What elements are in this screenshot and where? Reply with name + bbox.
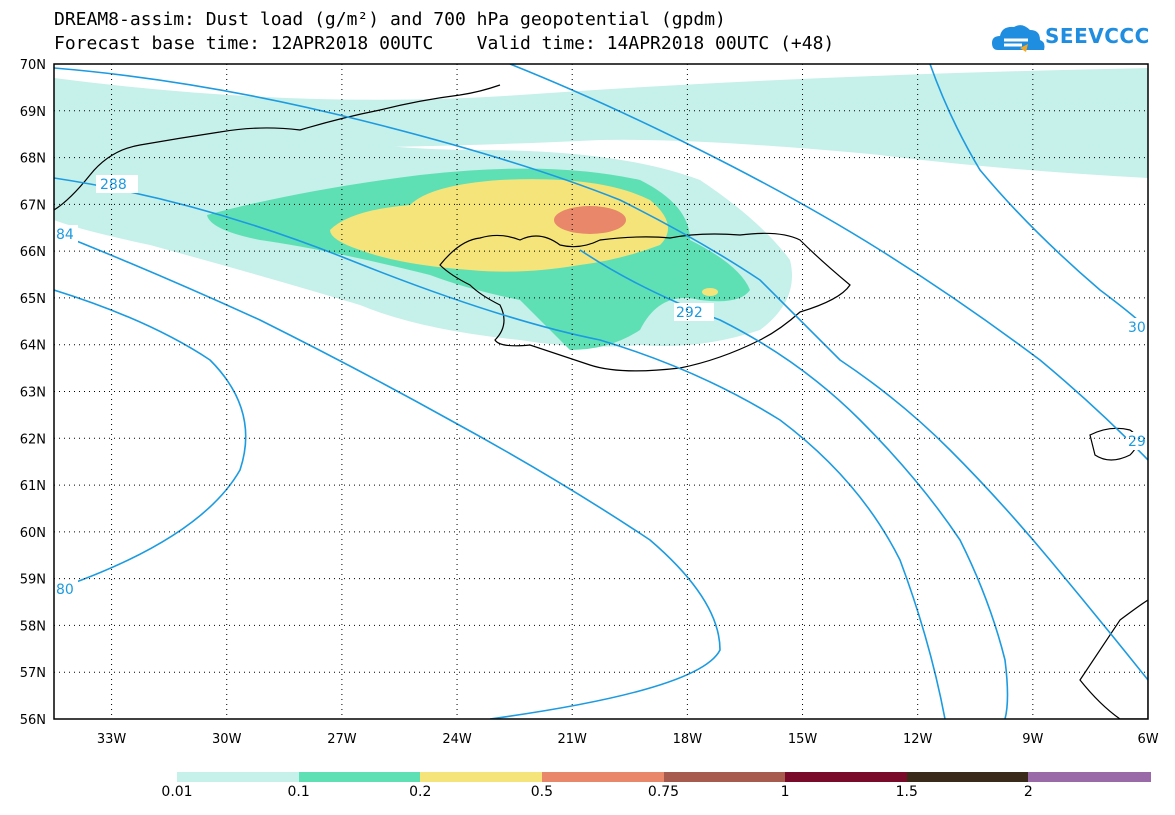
lon-tick-label: 30W [212, 732, 242, 747]
contour-label-84: 84 [56, 227, 74, 243]
lat-tick-label: 59N [20, 573, 46, 588]
contour-label-288: 288 [100, 177, 127, 193]
lat-tick-label: 56N [20, 713, 46, 728]
lat-tick-label: 63N [20, 386, 46, 401]
contour-280 [54, 290, 246, 590]
lat-tick-label: 69N [20, 105, 46, 120]
lon-tick-label: 9W [1022, 732, 1043, 747]
lon-tick-label: 15W [788, 732, 818, 747]
colorbar-label: 0.01 [161, 784, 192, 800]
lat-tick-label: 61N [20, 479, 46, 494]
lat-tick-label: 66N [20, 245, 46, 260]
lon-tick-label: 21W [558, 732, 588, 747]
colorbar-label: 0.75 [648, 784, 679, 800]
lat-tick-label: 57N [20, 666, 46, 681]
lat-tick-label: 65N [20, 292, 46, 307]
colorbar-segment [1028, 772, 1150, 782]
lon-tick-label: 24W [442, 732, 472, 747]
lon-ticks: 33W 30W 27W 24W 21W 18W 15W 12W 9W 6W [97, 732, 1159, 747]
lon-tick-label: 18W [673, 732, 703, 747]
colorbar-segment [177, 772, 299, 782]
colorbar-segment [299, 772, 421, 782]
colorbar-segment [664, 772, 786, 782]
lat-ticks: 70N 69N 68N 67N 66N 65N 64N 63N 62N 61N 60N 59N 58N 5… [20, 58, 46, 728]
colorbar-label: 0.1 [287, 784, 309, 800]
lat-tick-label: 64N [20, 339, 46, 354]
colorbar-segment [785, 772, 907, 782]
lon-tick-label: 33W [97, 732, 127, 747]
colorbar-label: 1.5 [896, 784, 918, 800]
plot-area: 288 84 292 80 30 29 [54, 64, 1148, 719]
lat-tick-label: 58N [20, 619, 46, 634]
contour-label-29: 29 [1128, 434, 1146, 450]
contour-label-30: 30 [1128, 320, 1146, 336]
contour-label-80: 80 [56, 582, 74, 598]
dust-0.2-patch [702, 288, 718, 296]
lat-tick-label: 70N [20, 58, 46, 73]
colorbar-segment [542, 772, 664, 782]
contour-label-292: 292 [676, 305, 703, 321]
colorbar-segment [420, 772, 542, 782]
lat-tick-label: 67N [20, 198, 46, 213]
colorbar-label: 2 [1024, 784, 1033, 800]
lat-tick-label: 62N [20, 432, 46, 447]
colorbar-label: 0.5 [531, 784, 553, 800]
colorbar-label: 1 [781, 784, 790, 800]
lon-tick-label: 12W [903, 732, 933, 747]
colorbar-label: 0.2 [409, 784, 431, 800]
lat-tick-label: 68N [20, 152, 46, 167]
dust-0.5-area [554, 206, 626, 234]
scotland-coast [1080, 600, 1148, 719]
lon-tick-label: 27W [327, 732, 357, 747]
lon-tick-label: 6W [1137, 732, 1158, 747]
lat-tick-label: 60N [20, 526, 46, 541]
colorbar-segment [907, 772, 1029, 782]
